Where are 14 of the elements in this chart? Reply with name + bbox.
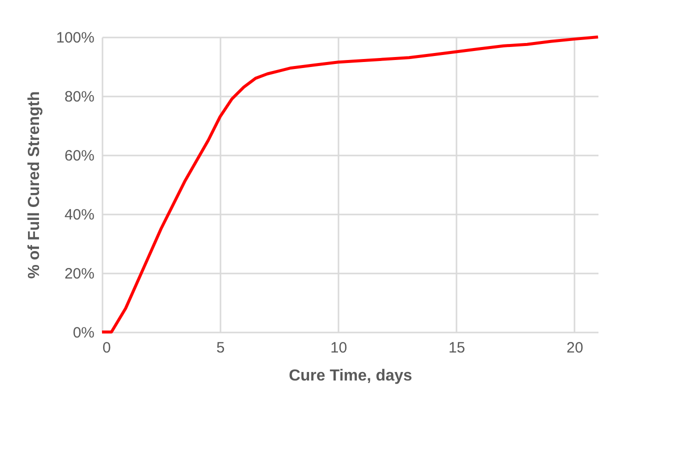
y-tick-label: 20%: [64, 266, 94, 282]
y-axis-title: % of Full Cured Strength: [26, 91, 44, 279]
y-tick-label: 80%: [64, 88, 94, 106]
x-axis-title: Cure Time, days: [288, 368, 412, 384]
x-tick-label: 15: [448, 340, 466, 356]
x-tick-label: 10: [330, 340, 348, 356]
x-tick-label: 5: [216, 340, 225, 356]
x-tick-label: 20: [566, 340, 584, 356]
x-tick-label: 0: [102, 340, 111, 356]
y-tick-label: 60%: [64, 148, 94, 164]
y-tick-label: 100%: [56, 30, 94, 46]
line-series: [100, 36, 600, 334]
y-tick-label: 40%: [64, 206, 94, 224]
y-tick-label: 0%: [72, 324, 94, 342]
